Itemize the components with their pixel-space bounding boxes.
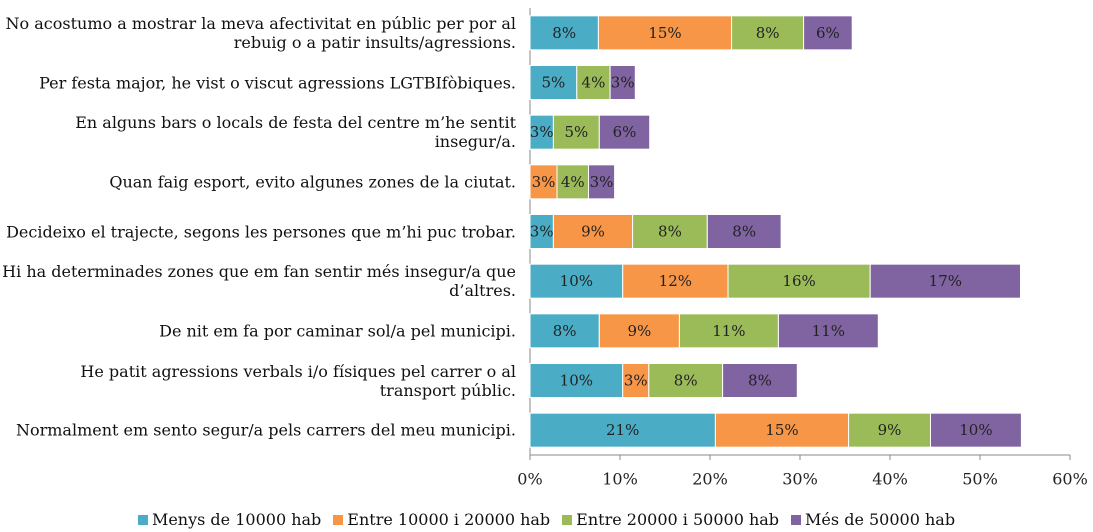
- legend-swatch: [333, 515, 344, 525]
- bar-segment: [529, 313, 600, 349]
- bar-segment: [706, 214, 782, 249]
- data-label: 16%: [782, 272, 815, 290]
- x-tick-label: 30%: [782, 470, 818, 489]
- bar-segment: [930, 412, 1022, 448]
- legend: Menys de 10000 hab Entre 10000 i 20000 ha…: [0, 510, 1093, 529]
- data-label: 15%: [648, 24, 681, 42]
- data-label: 11%: [812, 322, 845, 340]
- bar-segment: [731, 15, 805, 51]
- data-label: 3%: [530, 123, 554, 141]
- data-label: 6%: [613, 123, 637, 141]
- bar-segment: [803, 15, 853, 51]
- bar-segment: [848, 412, 931, 448]
- data-label: 6%: [816, 24, 840, 42]
- legend-label: Menys de 10000 hab: [151, 510, 322, 529]
- bar-segment: [529, 164, 558, 200]
- legend-swatch: [562, 515, 573, 525]
- category-label: Quan faig esport, evito algunes zones de…: [109, 172, 516, 192]
- category-label: Normalment em sento segur/a pels carrers…: [15, 420, 516, 440]
- bar-segment: [609, 65, 636, 100]
- legend-swatch: [137, 515, 148, 525]
- data-label: 8%: [674, 372, 698, 390]
- x-tick-label: 60%: [1052, 470, 1088, 489]
- data-label: 3%: [532, 173, 556, 191]
- data-label: 10%: [560, 272, 593, 290]
- bar-segment: [598, 114, 651, 150]
- data-label: 8%: [658, 223, 682, 241]
- bar-segment: [777, 313, 879, 349]
- data-label: 12%: [659, 272, 692, 290]
- data-label: 3%: [530, 223, 554, 241]
- bar-segment: [529, 65, 578, 100]
- data-label: 9%: [581, 223, 605, 241]
- bar-segment: [622, 263, 729, 299]
- data-label: 5%: [564, 123, 588, 141]
- data-label: 3%: [611, 74, 635, 92]
- category-label: No acostumo a mostrar la meva afectivita…: [5, 13, 516, 52]
- data-label: 8%: [756, 24, 780, 42]
- legend-item: Entre 20000 i 50000 hab: [562, 510, 779, 529]
- data-label: 5%: [542, 74, 566, 92]
- category-label: He patit agressions verbals i/o físiques…: [80, 361, 516, 400]
- data-label: 3%: [590, 173, 614, 191]
- bar-segment: [678, 313, 779, 349]
- data-label: 8%: [553, 322, 577, 340]
- x-tick-label: 50%: [962, 470, 998, 489]
- data-label: 21%: [606, 421, 639, 439]
- bar-segment: [529, 363, 624, 398]
- data-label: 4%: [582, 74, 606, 92]
- bar-segment: [727, 263, 871, 299]
- x-tick-label: 0%: [517, 470, 542, 489]
- x-tick-label: 10%: [602, 470, 638, 489]
- legend-label: Entre 20000 i 50000 hab: [576, 510, 780, 529]
- x-tick-label: 20%: [692, 470, 728, 489]
- data-label: 11%: [712, 322, 745, 340]
- bar-segment: [529, 15, 599, 51]
- legend-item: Més de 50000 hab: [791, 510, 955, 529]
- bar-segment: [722, 363, 798, 398]
- x-tick-label: 40%: [872, 470, 908, 489]
- bar-segment: [632, 214, 708, 249]
- bar-segment: [576, 65, 611, 100]
- data-label: 8%: [748, 372, 772, 390]
- data-label: 10%: [560, 372, 593, 390]
- data-label: 9%: [627, 322, 651, 340]
- data-label: 4%: [561, 173, 585, 191]
- data-label: 10%: [959, 421, 992, 439]
- data-label: 9%: [878, 421, 902, 439]
- legend-item: Entre 10000 i 20000 hab: [333, 510, 550, 529]
- data-label: 8%: [732, 223, 756, 241]
- bar-segment: [869, 263, 1022, 299]
- category-label: Per festa major, he vist o viscut agress…: [39, 73, 516, 92]
- bar-segment: [588, 164, 616, 200]
- data-label: 17%: [929, 272, 962, 290]
- legend-swatch: [791, 515, 802, 525]
- bar-segment: [714, 412, 850, 448]
- data-label: 15%: [765, 421, 798, 439]
- bar-segment: [597, 15, 733, 51]
- category-label: De nit em fa por caminar sol/a pel munic…: [159, 321, 516, 341]
- category-label: Decideixo el trajecte, segons les person…: [6, 222, 516, 241]
- data-label: 8%: [552, 24, 576, 42]
- legend-label: Més de 50000 hab: [805, 510, 956, 529]
- bar-segment: [598, 313, 680, 349]
- category-label: En alguns bars o locals de festa del cen…: [75, 113, 516, 152]
- category-label: Hi ha determinades zones que em fan sent…: [2, 262, 516, 301]
- data-label: 3%: [624, 372, 648, 390]
- bar-segment: [552, 114, 600, 150]
- legend-item: Menys de 10000 hab: [137, 510, 322, 529]
- legend-label: Entre 10000 i 20000 hab: [347, 510, 551, 529]
- bar-segment: [552, 214, 634, 249]
- bar-segment: [529, 412, 716, 448]
- bar-segment: [648, 363, 724, 398]
